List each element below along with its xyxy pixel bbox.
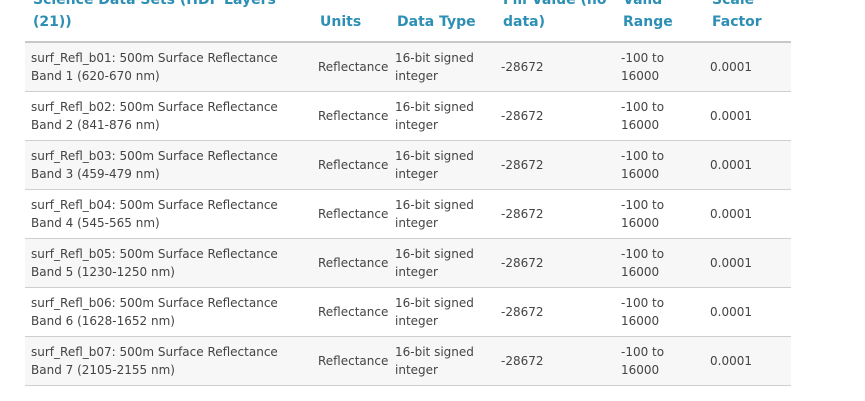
cell-sds-name: surf_Refl_b01: 500m Surface Reflectance … [25,42,312,92]
cell-fill-value: -28672 [495,140,615,190]
table-row: surf_Refl_b01: 500m Surface Reflectance … [25,42,791,92]
table-row: surf_Refl_b07: 500m Surface Reflectance … [25,336,791,386]
cell-scale-factor: 0.0001 [704,140,791,190]
cell-units: Reflectance [312,42,389,92]
cell-sds-name: surf_Refl_b06: 500m Surface Reflectance … [25,287,312,337]
cell-data-type: 16-bit signed integer [389,238,495,288]
cell-units: Reflectance [312,287,389,337]
cell-data-type: 16-bit signed integer [389,287,495,337]
cell-scale-factor: 0.0001 [704,238,791,288]
table-row: surf_Refl_b03: 500m Surface Reflectance … [25,140,791,190]
cell-scale-factor: 0.0001 [704,189,791,239]
cell-scale-factor: 0.0001 [704,336,791,386]
cell-sds-name: surf_Refl_b07: 500m Surface Reflectance … [25,336,312,386]
header-fill-value: Fill Value (no data) [495,0,615,43]
cell-fill-value: -28672 [495,287,615,337]
cell-data-type: 16-bit signed integer [389,91,495,141]
header-valid-range: Valid Range [615,0,704,43]
table-row: surf_Refl_b02: 500m Surface Reflectance … [25,91,791,141]
table-header-row: Science Data Sets (HDF Layers (21)) Unit… [25,0,791,43]
cell-scale-factor: 0.0001 [704,287,791,337]
cell-data-type: 16-bit signed integer [389,336,495,386]
header-science-data-sets: Science Data Sets (HDF Layers (21)) [25,0,312,43]
cell-scale-factor: 0.0001 [704,42,791,92]
cell-fill-value: -28672 [495,42,615,92]
cell-fill-value: -28672 [495,91,615,141]
cell-units: Reflectance [312,91,389,141]
cell-scale-factor: 0.0001 [704,91,791,141]
cell-fill-value: -28672 [495,189,615,239]
cell-valid-range: -100 to 16000 [615,336,704,386]
cell-sds-name: surf_Refl_b03: 500m Surface Reflectance … [25,140,312,190]
cell-data-type: 16-bit signed integer [389,189,495,239]
cell-units: Reflectance [312,140,389,190]
cell-units: Reflectance [312,336,389,386]
cell-data-type: 16-bit signed integer [389,42,495,92]
cell-valid-range: -100 to 16000 [615,42,704,92]
header-units: Units [312,0,389,43]
cell-sds-name: surf_Refl_b02: 500m Surface Reflectance … [25,91,312,141]
header-data-type: Data Type [389,0,495,43]
science-data-sets-table: Science Data Sets (HDF Layers (21)) Unit… [25,0,791,386]
table-row: surf_Refl_b06: 500m Surface Reflectance … [25,287,791,337]
table-row: surf_Refl_b04: 500m Surface Reflectance … [25,189,791,239]
cell-valid-range: -100 to 16000 [615,238,704,288]
cell-valid-range: -100 to 16000 [615,189,704,239]
header-scale-factor: Scale Factor [704,0,791,43]
cell-units: Reflectance [312,189,389,239]
cell-valid-range: -100 to 16000 [615,287,704,337]
cell-valid-range: -100 to 16000 [615,140,704,190]
cell-data-type: 16-bit signed integer [389,140,495,190]
cell-units: Reflectance [312,238,389,288]
cell-fill-value: -28672 [495,336,615,386]
cell-fill-value: -28672 [495,238,615,288]
cell-sds-name: surf_Refl_b05: 500m Surface Reflectance … [25,238,312,288]
table-row: surf_Refl_b05: 500m Surface Reflectance … [25,238,791,288]
cell-valid-range: -100 to 16000 [615,91,704,141]
cell-sds-name: surf_Refl_b04: 500m Surface Reflectance … [25,189,312,239]
